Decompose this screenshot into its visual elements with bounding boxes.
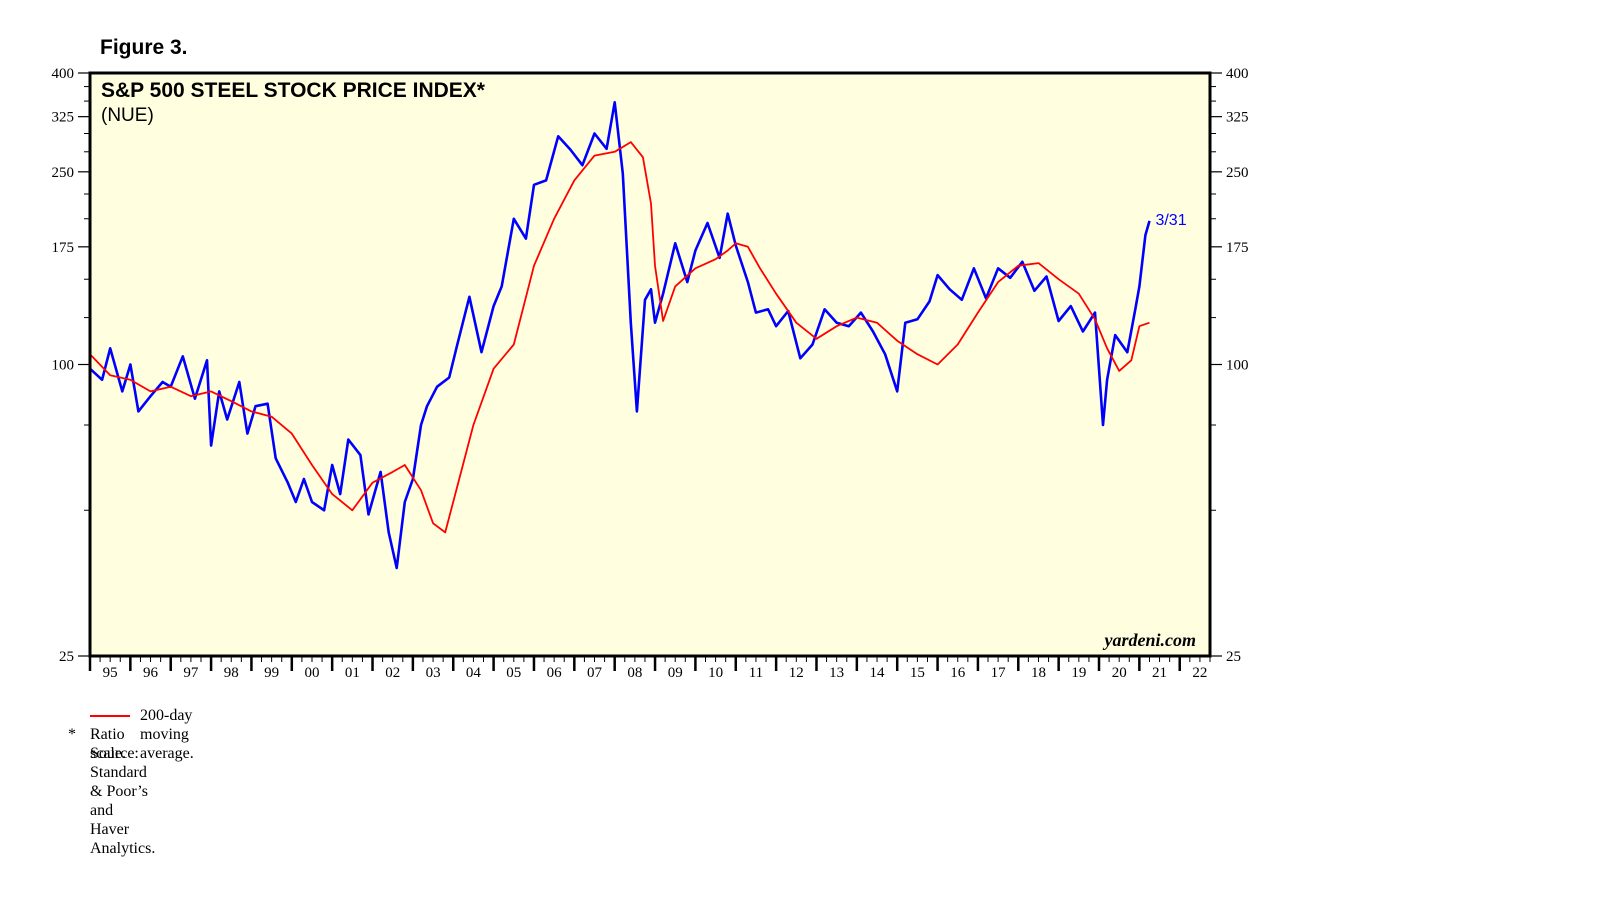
x-tick-label: 00 [304,665,319,681]
x-tick-label: 16 [950,665,966,681]
y-tick-label-right: 25 [1226,649,1241,665]
price-index-line [89,101,1151,570]
y-tick-label-right: 100 [1226,358,1249,374]
x-tick-label: 17 [991,665,1007,681]
x-tick-label: 03 [426,665,441,681]
chart-subtitle: (NUE) [101,105,154,126]
x-tick-label: 01 [345,665,360,681]
x-tick-label: 12 [789,665,804,681]
x-tick-label: 22 [1192,665,1207,681]
x-tick-label: 15 [910,665,925,681]
legend-moving-average-line [90,715,130,717]
x-tick-label: 97 [183,665,199,681]
x-tick-label: 98 [224,665,239,681]
x-tick-label: 06 [547,665,563,681]
x-tick-label: 04 [466,665,482,681]
x-tick-label: 96 [143,665,159,681]
x-tick-label: 18 [1031,665,1046,681]
series-layer [89,101,1151,570]
x-tick-label: 05 [506,665,521,681]
legend-moving-average-label: 200-day moving average. [140,707,194,762]
x-tick-label: 08 [627,665,642,681]
x-tick-label: 95 [103,665,118,681]
y-tick-label-left: 100 [52,358,75,374]
y-tick-label-left: 250 [52,165,75,181]
y-tick-label-left: 25 [59,649,74,665]
y-tick-label-right: 250 [1226,165,1249,181]
x-tick-label: 14 [870,665,886,681]
figure-label: Figure 3. [100,36,188,59]
brand-watermark: yardeni.com [1103,630,1197,650]
x-tick-label: 21 [1152,665,1167,681]
x-tick-label: 19 [1071,665,1086,681]
x-tick-label: 11 [749,665,763,681]
footnote-star: * [68,726,76,743]
y-tick-label-left: 175 [52,240,75,256]
chart-title: S&P 500 STEEL STOCK PRICE INDEX* [101,79,486,102]
x-tick-label: 09 [668,665,683,681]
x-tick-label: 07 [587,665,603,681]
x-tick-label: 02 [385,665,400,681]
y-tick-label-left: 400 [52,66,75,82]
end-date-label: 3/31 [1155,212,1186,229]
plot-area [90,73,1210,656]
x-tick-label: 13 [829,665,844,681]
y-tick-label-right: 400 [1226,66,1249,82]
y-tick-label-left: 325 [52,110,75,126]
ratio-scale-note: Ratio scale. [90,726,126,762]
source-text: Source: Standard & Poor’s and Haver Anal… [90,745,156,857]
y-tick-label-right: 325 [1226,110,1249,126]
x-tick-label: 10 [708,665,723,681]
x-tick-label: 99 [264,665,279,681]
moving-average-line [89,141,1150,534]
y-tick-label-right: 175 [1226,240,1249,256]
x-tick-label: 20 [1112,665,1127,681]
